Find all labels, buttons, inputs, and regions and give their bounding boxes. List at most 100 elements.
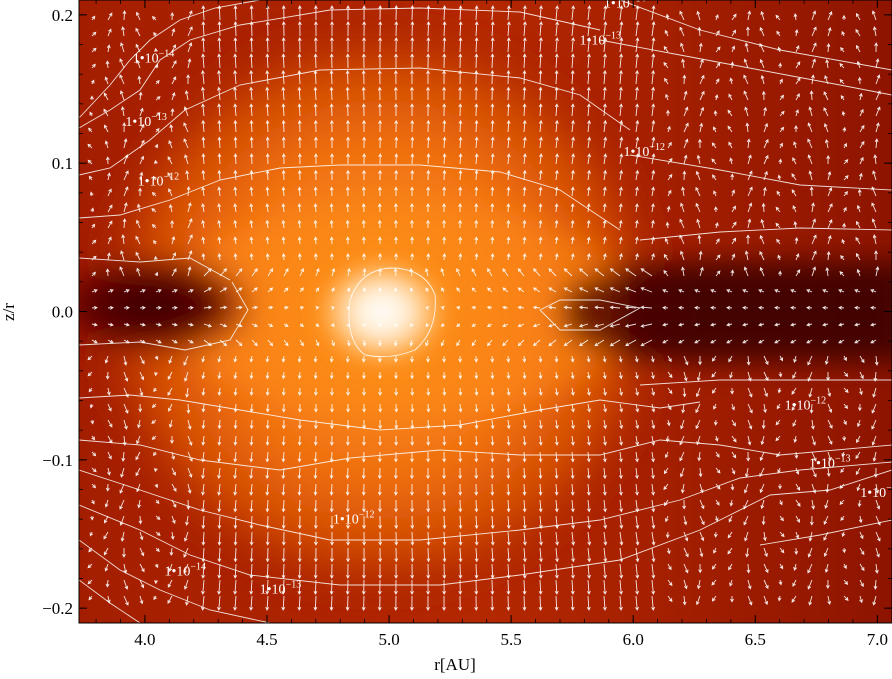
velocity-arrow — [426, 547, 431, 563]
velocity-arrow — [281, 451, 286, 463]
velocity-arrow — [330, 21, 334, 37]
velocity-arrow — [474, 403, 479, 413]
velocity-arrow — [170, 11, 175, 21]
velocity-arrow — [471, 339, 477, 347]
velocity-arrow — [634, 203, 639, 213]
velocity-arrow — [90, 515, 95, 521]
velocity-arrow — [155, 79, 160, 85]
velocity-arrow — [555, 37, 559, 53]
velocity-arrow — [281, 136, 286, 149]
velocity-arrow — [522, 387, 527, 396]
velocity-arrow — [682, 499, 687, 510]
velocity-arrow — [680, 419, 685, 430]
velocity-arrow — [183, 547, 189, 558]
velocity-arrow — [635, 5, 640, 21]
velocity-arrow — [635, 499, 640, 513]
velocity-arrow — [265, 86, 270, 101]
velocity-arrow — [106, 595, 111, 604]
velocity-arrow — [747, 170, 753, 181]
velocity-arrow — [458, 21, 463, 37]
y-tick-label: 0.2 — [52, 6, 73, 25]
velocity-arrow — [667, 189, 672, 197]
velocity-arrow — [313, 153, 318, 165]
velocity-arrow — [378, 531, 383, 546]
velocity-arrow — [695, 403, 701, 414]
velocity-arrow — [506, 547, 511, 563]
velocity-arrow — [875, 90, 881, 101]
velocity-arrow — [603, 563, 608, 579]
velocity-arrow — [791, 595, 797, 603]
velocity-arrow — [522, 515, 527, 530]
x-tick-label: 7.0 — [867, 630, 888, 649]
velocity-arrow — [571, 563, 575, 579]
velocity-arrow — [602, 355, 607, 363]
velocity-arrow — [103, 124, 109, 133]
velocity-arrow — [151, 192, 157, 197]
velocity-arrow — [107, 403, 112, 412]
velocity-arrow — [249, 169, 254, 181]
velocity-arrow — [139, 155, 145, 165]
velocity-arrow — [619, 579, 623, 595]
core-glow — [312, 254, 452, 370]
velocity-arrow — [233, 451, 238, 463]
velocity-arrow — [217, 219, 222, 229]
velocity-arrow — [602, 69, 607, 85]
velocity-arrow — [858, 515, 863, 524]
velocity-arrow — [186, 403, 191, 414]
velocity-arrow — [538, 252, 543, 261]
velocity-arrow — [139, 123, 145, 133]
velocity-arrow — [410, 5, 415, 21]
velocity-arrow — [715, 451, 720, 458]
velocity-arrow — [602, 203, 607, 213]
velocity-arrow — [410, 53, 415, 69]
velocity-arrow — [281, 53, 286, 69]
contour-line — [79, 539, 271, 623]
velocity-arrow — [715, 14, 719, 21]
velocity-arrow — [858, 92, 863, 101]
velocity-arrow — [474, 153, 479, 165]
velocity-arrow — [663, 45, 669, 53]
velocity-arrow — [136, 59, 141, 69]
velocity-arrow — [679, 234, 685, 245]
velocity-arrow — [426, 252, 431, 261]
velocity-arrow — [713, 206, 718, 213]
velocity-arrow — [249, 371, 254, 380]
velocity-arrow — [297, 236, 302, 245]
velocity-arrow — [281, 419, 286, 430]
x-axis: 4.0 4.5 5.0 5.5 6.0 6.5 7.0 — [95, 0, 888, 649]
velocity-arrow — [281, 86, 286, 101]
velocity-arrow — [603, 103, 607, 117]
velocity-arrow — [806, 322, 813, 327]
velocity-arrow — [859, 563, 865, 572]
velocity-arrow — [474, 579, 479, 595]
velocity-arrow — [586, 186, 591, 197]
velocity-arrow — [603, 403, 607, 413]
velocity-arrow — [522, 252, 527, 261]
velocity-arrow — [281, 595, 286, 611]
velocity-arrow — [570, 236, 575, 245]
velocity-arrow — [602, 236, 607, 245]
velocity-arrow — [394, 53, 398, 69]
velocity-arrow — [870, 339, 877, 344]
velocity-arrow — [119, 515, 125, 526]
velocity-arrow — [171, 289, 178, 293]
velocity-arrow — [490, 515, 495, 530]
velocity-arrow — [841, 238, 846, 245]
velocity-arrow — [313, 483, 318, 496]
velocity-arrow — [746, 563, 751, 574]
velocity-arrow — [843, 419, 847, 426]
velocity-arrow — [187, 202, 192, 213]
velocity-arrow — [135, 251, 141, 261]
velocity-arrow — [329, 203, 334, 213]
velocity-arrow — [169, 547, 174, 557]
velocity-arrow — [667, 141, 672, 149]
velocity-arrow — [249, 153, 254, 165]
velocity-arrow — [619, 451, 623, 463]
velocity-arrow — [759, 58, 765, 69]
velocity-arrow — [538, 579, 543, 595]
velocity-arrow — [635, 579, 640, 595]
velocity-arrow — [153, 255, 158, 261]
velocity-arrow — [330, 403, 334, 413]
velocity-arrow — [809, 186, 814, 197]
velocity-arrow — [873, 467, 878, 478]
